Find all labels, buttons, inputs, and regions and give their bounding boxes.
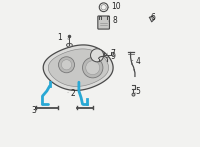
FancyBboxPatch shape (98, 16, 109, 29)
Text: 11: 11 (0, 146, 1, 147)
Circle shape (59, 57, 75, 73)
Text: 8: 8 (109, 16, 117, 25)
Polygon shape (43, 45, 113, 90)
Text: 7: 7 (107, 49, 115, 58)
Circle shape (61, 60, 72, 70)
Text: 9: 9 (107, 52, 116, 61)
Text: 6: 6 (150, 13, 155, 22)
Circle shape (83, 57, 103, 78)
Circle shape (86, 61, 100, 75)
Text: 2: 2 (68, 89, 76, 98)
Text: 4: 4 (132, 57, 141, 66)
Text: 3: 3 (32, 106, 40, 115)
Circle shape (91, 49, 104, 62)
Text: 1: 1 (57, 33, 69, 42)
Ellipse shape (67, 43, 72, 47)
Text: 10: 10 (108, 2, 121, 11)
Polygon shape (48, 49, 109, 86)
Circle shape (132, 93, 135, 96)
Text: 12: 12 (0, 146, 1, 147)
Text: 5: 5 (133, 87, 141, 96)
